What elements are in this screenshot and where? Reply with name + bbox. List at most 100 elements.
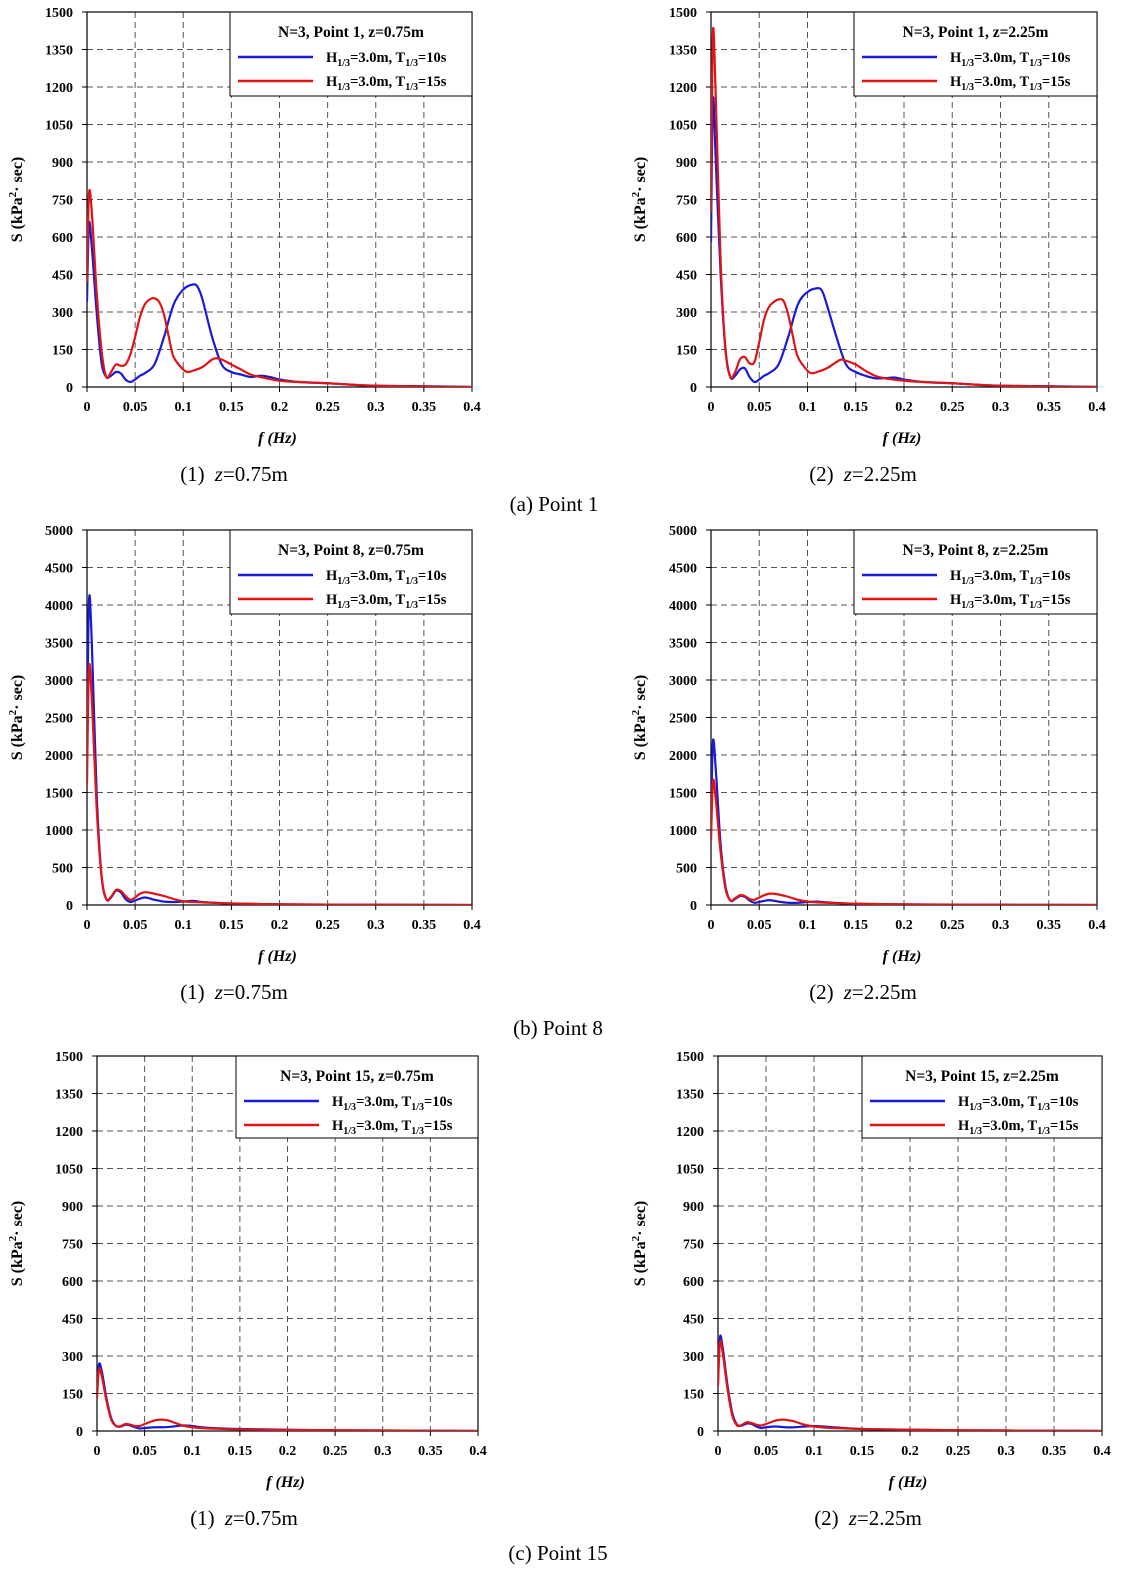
y-tick-label: 1350 [669,44,697,59]
x-tick-label: 0.3 [367,400,385,415]
panel-caption-a1: (1) z=0.75m [180,462,288,486]
y-tick-label: 0 [690,899,697,914]
x-axis-label: f (Hz) [889,1474,928,1491]
y-tick-label: 1050 [55,1163,83,1178]
chart-point8-z225: 0 0.05 0.1 0.15 0.2 0.25 0.3 0.35 0.4 0 500 1000 150… [630,524,1106,965]
x-tick-label: 0.35 [1037,400,1062,415]
x-tick-label: 0.15 [850,1444,875,1459]
legend-label-1: H1/3=3.0m, T1/3=15s [950,592,1071,611]
x-tick-label: 0.2 [279,1444,297,1459]
x-tick-label: 0.25 [315,400,340,415]
x-tick-label: 0.4 [469,1444,487,1459]
x-tick-label: 0.25 [315,918,340,933]
y-tick-label: 150 [683,1388,704,1403]
legend: N=3, Point 15, z=0.75m H1/3=3.0m, T1/3=10… [235,1055,479,1139]
x-tick-label: 0.05 [123,400,148,415]
y-tick-label: 4500 [669,562,697,577]
panel-caption-c2: (2) z=2.25m [814,1506,922,1530]
x-tick-label: 0.15 [844,400,869,415]
x-tick-label: 0.2 [901,1444,919,1459]
x-tick-label: 0.05 [123,918,148,933]
legend-label-1: H1/3=3.0m, T1/3=15s [950,74,1071,93]
legend-label-0: H1/3=3.0m, T1/3=10s [332,1094,453,1113]
legend-title: N=3, Point 1, z=2.25m [903,24,1049,41]
x-tick-label: 0 [94,1444,101,1459]
series-line-t15 [718,1339,1102,1431]
x-tick-label: 0.4 [463,918,481,933]
x-axis-label: f (Hz) [266,1474,305,1491]
x-tick-label: 0.2 [271,400,289,415]
y-tick-label: 5000 [45,524,73,539]
y-tick-label: 1500 [45,6,73,21]
x-tick-label: 0.2 [895,918,913,933]
y-tick-label: 450 [676,269,697,284]
legend: N=3, Point 1, z=2.25m H1/3=3.0m, T1/3=10s… [853,11,1098,97]
y-axis-label: S (kPa2· sec) [7,675,26,761]
y-tick-label: 1200 [669,81,697,96]
y-axis-label: S (kPa2· sec) [630,675,649,761]
x-axis-label: f (Hz) [258,430,297,447]
legend-title: N=3, Point 8, z=0.75m [278,542,424,559]
y-axis-label: S (kPa2· sec) [7,157,26,243]
y-tick-label: 500 [676,862,697,877]
y-tick-label: 900 [52,156,73,171]
x-tick-label: 0.15 [219,918,244,933]
y-tick-label: 750 [683,1238,704,1253]
y-tick-label: 2500 [45,712,73,727]
x-tick-label: 0.3 [997,1444,1015,1459]
x-tick-label: 0.25 [940,400,965,415]
y-tick-label: 450 [683,1313,704,1328]
series-line-t15 [711,26,1097,387]
y-tick-label: 900 [683,1200,704,1215]
y-tick-label: 500 [52,862,73,877]
x-tick-label: 0.1 [175,918,193,933]
y-tick-label: 0 [66,381,73,396]
y-tick-label: 2500 [669,712,697,727]
chart-point1-z075: 0 0.05 0.1 0.15 0.2 0.25 0.3 0.35 0.4 0 150 300 450 6… [7,6,481,447]
y-tick-label: 150 [62,1388,83,1403]
x-tick-label: 0.3 [992,918,1010,933]
x-tick-label: 0.1 [799,400,817,415]
y-tick-label: 1350 [45,44,73,59]
x-tick-label: 0.05 [132,1444,157,1459]
x-tick-label: 0 [715,1444,722,1459]
legend: N=3, Point 1, z=0.75m H1/3=3.0m, T1/3=10s… [229,11,473,97]
x-tick-label: 0.25 [946,1444,971,1459]
y-tick-label: 4500 [45,562,73,577]
x-tick-label: 0.1 [175,400,193,415]
legend-title: N=3, Point 15, z=2.25m [905,1068,1059,1085]
row-caption-c: (c) Point 15 [508,1541,607,1565]
y-tick-label: 4000 [45,599,73,614]
y-tick-label: 1500 [676,1050,704,1065]
x-tick-label: 0.4 [1093,1444,1111,1459]
panel-caption-b1: (1) z=0.75m [180,980,288,1004]
legend: N=3, Point 8, z=0.75m H1/3=3.0m, T1/3=10s… [229,529,473,615]
y-tick-label: 450 [52,269,73,284]
legend-title: N=3, Point 1, z=0.75m [278,24,424,41]
x-tick-label: 0.05 [747,918,772,933]
series-line-t15 [87,188,472,387]
y-tick-label: 1350 [55,1088,83,1103]
y-tick-label: 600 [676,231,697,246]
x-tick-label: 0.05 [754,1444,779,1459]
y-axis-label: S (kPa2· sec) [630,157,649,243]
y-tick-label: 3000 [45,674,73,689]
y-tick-label: 1000 [669,824,697,839]
x-tick-label: 0.35 [418,1444,443,1459]
y-tick-label: 150 [676,344,697,359]
x-tick-label: 0.35 [1042,1444,1067,1459]
x-tick-label: 0.35 [1037,918,1062,933]
legend: N=3, Point 15, z=2.25m H1/3=3.0m, T1/3=10… [861,1055,1103,1139]
y-tick-label: 3000 [669,674,697,689]
y-tick-label: 300 [676,306,697,321]
y-tick-label: 300 [62,1350,83,1365]
panel-caption-b2: (2) z=2.25m [809,980,917,1004]
y-tick-label: 1200 [45,81,73,96]
chart-point15-z075: 0 0.05 0.1 0.15 0.2 0.25 0.3 0.35 0.4 0 150 300 450 6… [7,1050,487,1491]
y-tick-label: 1500 [45,787,73,802]
y-tick-label: 1050 [676,1163,704,1178]
series-line-t15 [711,778,1097,905]
x-tick-label: 0.3 [992,400,1010,415]
legend: N=3, Point 8, z=2.25m H1/3=3.0m, T1/3=10s… [853,529,1098,615]
